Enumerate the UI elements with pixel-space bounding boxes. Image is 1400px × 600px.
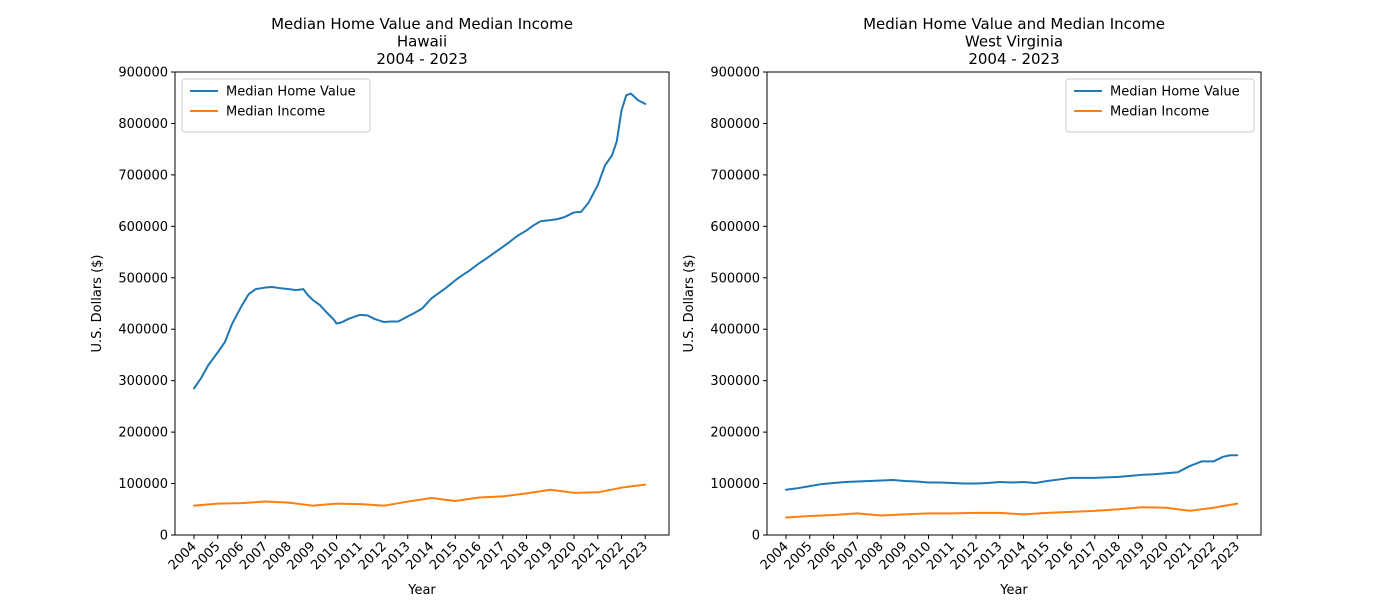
series-line-median-income xyxy=(785,502,1239,519)
y-tick-label: 800000 xyxy=(710,117,760,132)
legend-label: Median Home Value xyxy=(1110,85,1240,100)
chart-title-line: West Virginia xyxy=(965,33,1063,51)
legend-label: Median Income xyxy=(226,105,325,120)
x-tick-label: 2023 xyxy=(617,539,651,573)
legend-label: Median Home Value xyxy=(226,85,356,100)
chart-title-line: Hawaii xyxy=(397,33,447,51)
y-tick-label: 300000 xyxy=(710,374,760,389)
y-tick-label: 200000 xyxy=(118,426,168,441)
x-axis-label: Year xyxy=(407,583,436,598)
y-tick-label: 900000 xyxy=(118,66,168,81)
series-line-median-income xyxy=(193,483,647,507)
x-axis-label: Year xyxy=(999,583,1028,598)
plot-frame xyxy=(766,71,1262,536)
y-tick-label: 100000 xyxy=(710,477,760,492)
legend-box xyxy=(1065,78,1255,133)
series-line-median-home-value xyxy=(785,454,1239,491)
y-tick-label: 200000 xyxy=(710,426,760,441)
legend-box xyxy=(181,78,371,133)
chart-1: Median Home Value and Median IncomeHawai… xyxy=(90,15,670,598)
y-tick-label: 900000 xyxy=(710,66,760,81)
y-tick-label: 0 xyxy=(160,529,168,544)
y-tick-label: 500000 xyxy=(118,271,168,286)
chart-title-line: Median Home Value and Median Income xyxy=(863,15,1165,33)
chart-title-line: 2004 - 2023 xyxy=(376,50,467,68)
y-tick-label: 800000 xyxy=(118,117,168,132)
chart-title-line: Median Home Value and Median Income xyxy=(271,15,573,33)
y-tick-label: 500000 xyxy=(710,271,760,286)
y-tick-label: 600000 xyxy=(710,220,760,235)
chart-title-line: 2004 - 2023 xyxy=(968,50,1059,68)
y-tick-label: 700000 xyxy=(118,168,168,183)
series-line-median-home-value xyxy=(193,92,647,390)
y-tick-label: 300000 xyxy=(118,374,168,389)
y-axis-label: U.S. Dollars ($) xyxy=(682,255,697,353)
y-axis-label: U.S. Dollars ($) xyxy=(90,255,105,353)
y-tick-label: 100000 xyxy=(118,477,168,492)
y-tick-label: 400000 xyxy=(710,323,760,338)
y-tick-label: 400000 xyxy=(118,323,168,338)
legend: Median Home Value Median Income xyxy=(181,78,371,133)
x-tick-label: 2023 xyxy=(1209,539,1243,573)
legend-label: Median Income xyxy=(1110,105,1209,120)
y-tick-label: 0 xyxy=(752,529,760,544)
y-tick-label: 700000 xyxy=(710,168,760,183)
plot-frame xyxy=(174,71,670,536)
y-tick-label: 600000 xyxy=(118,220,168,235)
chart-2: Median Home Value and Median IncomeWest … xyxy=(682,15,1262,598)
legend: Median Home Value Median Income xyxy=(1065,78,1255,133)
